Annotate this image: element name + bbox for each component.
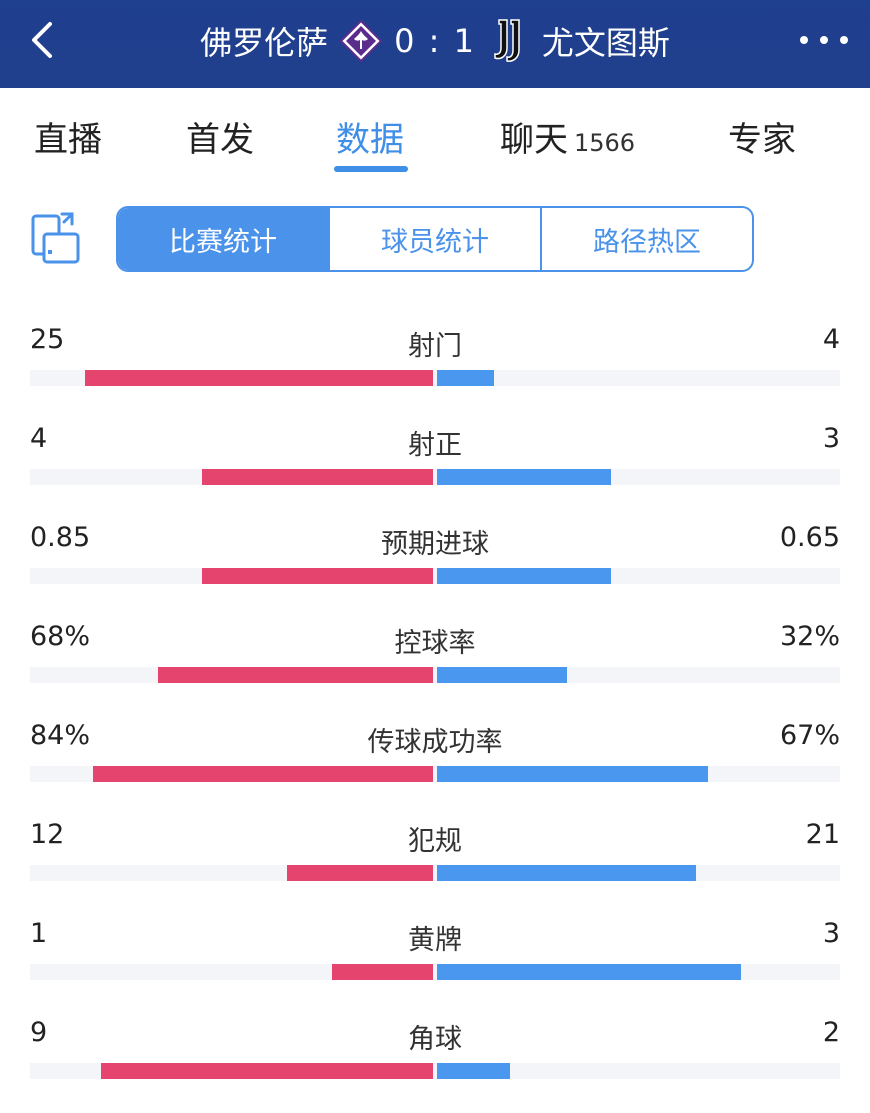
away-stat-bar: [437, 964, 741, 980]
segment-match-stats[interactable]: 比赛统计: [118, 208, 330, 270]
chat-count: 1566: [574, 129, 636, 157]
dot-icon: [840, 36, 848, 44]
away-stat-bar: [437, 469, 611, 485]
stat-label: 传球成功率: [367, 727, 503, 758]
more-options-button[interactable]: [800, 24, 848, 56]
stat-label: 控球率: [394, 628, 476, 659]
home-stat-value: 1: [30, 918, 48, 949]
home-stat-value: 84%: [30, 720, 91, 751]
stat-row: 68% 控球率 32%: [0, 615, 870, 714]
tab-label: 首发: [186, 120, 254, 160]
home-stat-bar: [202, 568, 433, 584]
match-header: 佛罗伦萨 0 : 1 尤文图斯: [0, 0, 870, 88]
stat-bar-track: [30, 469, 840, 485]
away-stat-bar: [437, 766, 708, 782]
home-stat-value: 12: [30, 819, 65, 850]
home-stat-bar: [85, 370, 433, 386]
stat-bar-track: [30, 667, 840, 683]
dot-icon: [800, 36, 808, 44]
stat-row: 1 黄牌 3: [0, 912, 870, 1011]
juventus-j-icon: [486, 18, 532, 64]
home-stat-value: 9: [30, 1017, 48, 1048]
stats-list: 25 射门 4 4 射正 3 0.85 预期进球 0.65 68% 控球率 32% 84% 传球成功率 67…: [0, 318, 870, 1110]
stat-row: 9 角球 2: [0, 1011, 870, 1110]
home-stat-bar: [158, 667, 433, 683]
home-stat-bar: [202, 469, 433, 485]
tab-label: 专家: [728, 120, 796, 160]
match-score: 0 : 1: [394, 22, 476, 60]
stats-segmented-control: 比赛统计 球员统计 路径热区: [116, 206, 754, 272]
away-stat-bar: [437, 865, 696, 881]
stat-label: 黄牌: [408, 925, 462, 956]
main-tabs: 直播 首发 数据 聊天 1566 专家: [0, 88, 870, 188]
home-team-name: 佛罗伦萨: [200, 24, 329, 62]
away-stat-value: 3: [822, 423, 840, 454]
away-stat-bar: [437, 568, 611, 584]
stat-row: 4 射正 3: [0, 417, 870, 516]
stat-row: 12 犯规 21: [0, 813, 870, 912]
away-stat-bar: [437, 370, 494, 386]
home-stat-bar: [101, 1063, 433, 1079]
stat-label: 角球: [408, 1024, 462, 1055]
away-stat-value: 0.65: [779, 522, 840, 553]
stat-label: 射正: [408, 430, 462, 461]
home-stat-bar: [287, 865, 433, 881]
stat-row: 0.85 预期进球 0.65: [0, 516, 870, 615]
switch-view-icon[interactable]: [30, 210, 82, 266]
tab-expert[interactable]: 专家: [728, 112, 796, 161]
home-stat-value: 25: [30, 324, 65, 355]
stat-row: 25 射门 4: [0, 318, 870, 417]
stat-label: 预期进球: [381, 529, 489, 560]
tab-label: 聊天: [500, 120, 568, 160]
away-stat-value: 2: [822, 1017, 840, 1048]
segment-label: 球员统计: [381, 226, 489, 258]
home-stat-value: 4: [30, 423, 48, 454]
away-stat-value: 4: [822, 324, 840, 355]
away-stat-value: 32%: [779, 621, 840, 652]
stat-row: 84% 传球成功率 67%: [0, 714, 870, 813]
tab-label: 数据: [336, 120, 404, 160]
home-stat-value: 0.85: [30, 522, 91, 553]
away-stat-bar: [437, 667, 567, 683]
tab-label: 直播: [34, 120, 102, 160]
segment-label: 路径热区: [593, 226, 701, 258]
dot-icon: [820, 36, 828, 44]
stat-label: 犯规: [408, 826, 462, 857]
tab-live[interactable]: 直播: [34, 112, 102, 161]
stat-bar-track: [30, 865, 840, 881]
match-summary: 佛罗伦萨 0 : 1 尤文图斯: [0, 18, 870, 64]
stat-bar-track: [30, 568, 840, 584]
home-stat-value: 68%: [30, 621, 91, 652]
away-stat-value: 67%: [779, 720, 840, 751]
fiorentina-lily-icon: [338, 18, 384, 64]
segment-label: 比赛统计: [169, 226, 277, 258]
tab-data[interactable]: 数据: [336, 112, 404, 161]
active-tab-indicator: [334, 166, 408, 172]
away-stat-value: 3: [822, 918, 840, 949]
tab-lineup[interactable]: 首发: [186, 112, 254, 161]
chevron-left-icon: [32, 22, 52, 58]
stat-label: 射门: [408, 331, 462, 362]
segment-player-stats[interactable]: 球员统计: [330, 208, 542, 270]
tab-chat[interactable]: 聊天 1566: [500, 112, 635, 161]
away-team-name: 尤文图斯: [541, 24, 670, 62]
away-stat-bar: [437, 1063, 510, 1079]
back-button[interactable]: [20, 16, 68, 64]
home-stat-bar: [93, 766, 433, 782]
home-stat-bar: [332, 964, 433, 980]
segment-heatmap[interactable]: 路径热区: [542, 208, 752, 270]
away-stat-value: 21: [805, 819, 840, 850]
